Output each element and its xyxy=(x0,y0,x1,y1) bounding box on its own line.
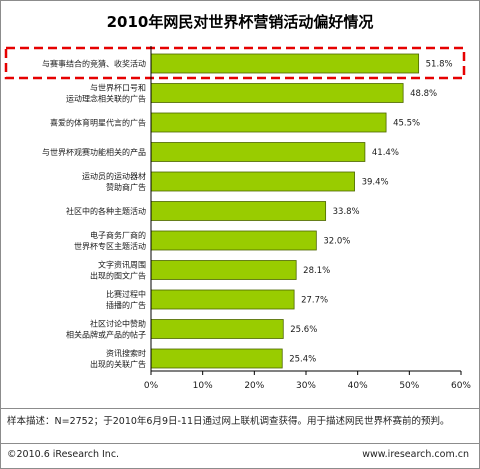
bar-6 xyxy=(150,230,317,251)
copyright-text: ©2010.6 iResearch Inc. xyxy=(7,449,120,460)
sample-note: 样本描述：N=2752；于2010年6月9日-11日通过网上联机调查获得。用于描… xyxy=(7,416,450,427)
value-label-4: 39.4% xyxy=(362,178,389,188)
value-label-1: 48.8% xyxy=(410,89,437,99)
category-label-7-1: 出现的图文广告 xyxy=(90,271,146,281)
x-tick-label-3: 30% xyxy=(296,381,316,391)
value-label-6: 32.0% xyxy=(323,237,350,247)
bar-5 xyxy=(150,201,327,221)
x-tick-label-5: 50% xyxy=(399,381,419,391)
category-label-9-1: 相关品牌或产品的帖子 xyxy=(66,330,146,340)
bar-2 xyxy=(150,112,387,133)
bar-8 xyxy=(150,289,295,310)
note-divider xyxy=(1,408,479,409)
category-label-10-1: 出现的关联广告 xyxy=(90,359,146,369)
x-tick-label-0: 0% xyxy=(144,381,159,391)
x-tick-label-6: 60% xyxy=(451,381,471,391)
bar-9 xyxy=(150,319,284,339)
category-label-1-0: 与世界杯口号和 xyxy=(90,83,146,93)
source-url: www.iresearch.com.cn xyxy=(362,449,469,460)
x-tick-label-2: 20% xyxy=(244,381,264,391)
category-label-9-0: 社区讨论中赞助 xyxy=(90,319,146,329)
value-label-7: 28.1% xyxy=(303,266,330,276)
value-label-2: 45.5% xyxy=(393,119,420,129)
category-label-0-0: 与赛事结合的竞猜、收奖活动 xyxy=(42,59,146,69)
value-label-5: 33.8% xyxy=(333,207,360,217)
category-label-8-0: 比赛过程中 xyxy=(106,289,146,299)
x-tick-label-4: 40% xyxy=(348,381,368,391)
bar-0 xyxy=(150,53,420,74)
category-label-6-1: 世界杯专区主题活动 xyxy=(74,241,146,251)
value-label-3: 41.4% xyxy=(372,148,399,158)
category-label-10-0: 资讯搜索时 xyxy=(106,348,146,358)
category-label-5-0: 社区中的各种主题活动 xyxy=(66,206,146,216)
category-label-4-0: 运动员的运动器材 xyxy=(82,171,146,181)
footer-divider xyxy=(1,443,479,444)
value-label-10: 25.4% xyxy=(289,355,316,365)
bar-4 xyxy=(150,171,355,192)
category-label-8-1: 插播的广告 xyxy=(106,300,146,310)
category-label-6-0: 电子商务厂商的 xyxy=(90,230,146,240)
bar-1 xyxy=(150,83,404,103)
category-label-2-0: 喜爱的体育明星代言的广告 xyxy=(50,118,146,128)
value-label-9: 25.6% xyxy=(290,325,317,335)
category-label-4-1: 赞助商广告 xyxy=(106,182,146,192)
bar-3 xyxy=(150,142,366,162)
category-label-3-0: 与世界杯观赛功能相关的产品 xyxy=(42,147,146,157)
bar-7 xyxy=(150,260,297,280)
chart-title: 2010年网民对世界杯营销活动偏好情况 xyxy=(107,13,374,31)
category-label-1-1: 运动理念相关联的广告 xyxy=(66,94,146,104)
x-tick-label-1: 10% xyxy=(193,381,213,391)
category-label-7-0: 文字资讯周围 xyxy=(98,260,146,270)
bar-10 xyxy=(150,348,283,369)
value-label-8: 27.7% xyxy=(301,296,328,306)
highlight-box xyxy=(4,46,466,80)
value-label-0: 51.8% xyxy=(426,60,453,70)
